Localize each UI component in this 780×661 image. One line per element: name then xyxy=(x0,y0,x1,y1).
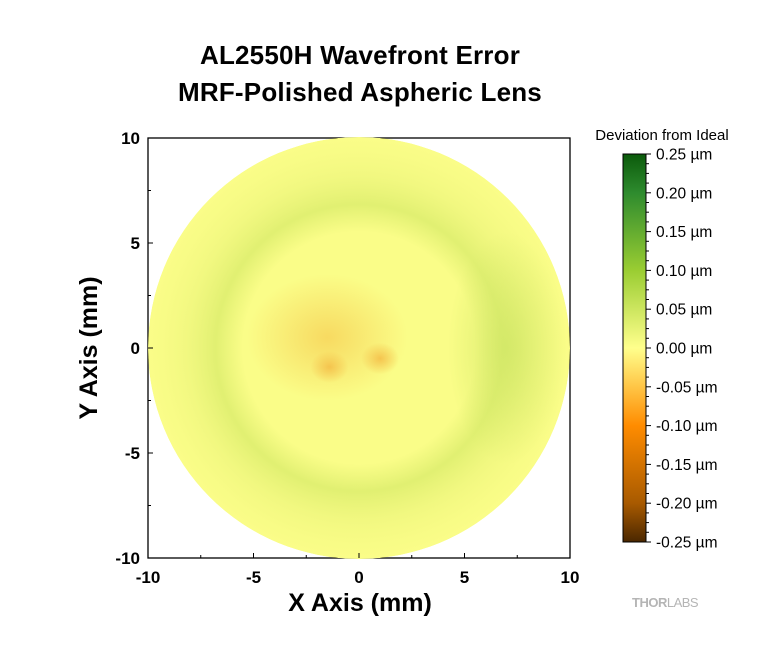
y-axis-ticks: 10 5 0 -5 -10 xyxy=(115,129,153,568)
colorbar-tick-label: 0.10 µm xyxy=(656,263,712,280)
colorbar-tick-label: 0.15 µm xyxy=(656,224,712,241)
colorbar-tick-label: -0.20 µm xyxy=(656,496,717,513)
x-axis-ticks: -10 -5 0 5 10 xyxy=(136,553,580,587)
local-low-spot xyxy=(361,342,400,375)
colorbar-tick-label: -0.10 µm xyxy=(656,418,717,435)
y-axis-label: Y Axis (mm) xyxy=(75,276,103,419)
y-tick-label: 10 xyxy=(121,129,140,148)
colorbar-ticks: 0.25 µm 0.20 µm 0.15 µm 0.10 µm 0.05 µm 0.00 … xyxy=(646,147,717,552)
x-tick-label: -10 xyxy=(136,568,161,587)
colorbar-title: Deviation from Ideal xyxy=(595,127,728,144)
y-tick-label: 5 xyxy=(131,234,140,253)
colorbar-tick-label: 0.00 µm xyxy=(656,341,712,358)
chart-title: AL2550H Wavefront Error xyxy=(199,40,521,70)
x-tick-label: -5 xyxy=(246,568,261,587)
colorbar-tick-label: -0.15 µm xyxy=(656,457,717,474)
colorbar xyxy=(622,153,647,543)
thorlabs-logo: THORLABS xyxy=(632,595,699,610)
colorbar-tick-label: 0.05 µm xyxy=(656,302,712,319)
x-axis-label: X Axis (mm) xyxy=(288,589,432,617)
right-high-feature xyxy=(447,231,566,465)
colorbar-tick-label: 0.20 µm xyxy=(656,185,712,202)
y-tick-label: -5 xyxy=(125,444,140,463)
x-tick-label: 5 xyxy=(460,568,469,587)
colorbar-tick-label: -0.25 µm xyxy=(656,535,717,552)
x-tick-label: 0 xyxy=(354,568,363,587)
local-low-spot xyxy=(310,351,349,383)
wavefront-surface xyxy=(148,137,570,559)
x-tick-label: 10 xyxy=(561,568,580,587)
y-tick-label: 0 xyxy=(131,339,140,358)
y-tick-label: -10 xyxy=(115,549,140,568)
colorbar-tick-label: -0.05 µm xyxy=(656,379,717,396)
colorbar-tick-label: 0.25 µm xyxy=(656,147,712,164)
chart-subtitle: MRF-Polished Aspheric Lens xyxy=(178,77,542,107)
